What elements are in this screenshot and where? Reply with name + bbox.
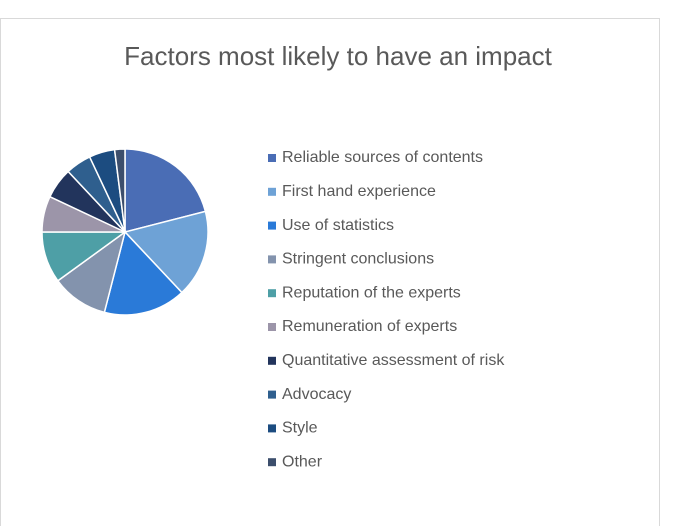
legend-label: Reputation of the experts	[282, 284, 461, 301]
legend-label: Remuneration of experts	[282, 318, 457, 335]
legend-label: Advocacy	[282, 386, 351, 403]
legend-label: Quantitative assessment of risk	[282, 352, 505, 369]
legend-label: First hand experience	[282, 183, 436, 200]
chart-title: Factors most likely to have an impact	[124, 41, 552, 71]
pie-slice	[103, 230, 183, 316]
legend-marker	[268, 356, 276, 365]
legend-marker	[268, 323, 276, 331]
legend-marker	[268, 458, 276, 467]
legend-label: Reliable sources of contents	[282, 149, 483, 166]
legend-marker	[268, 221, 276, 230]
legend-label: Use of statistics	[282, 217, 394, 234]
legend-label: Other	[282, 453, 323, 470]
legend-marker	[268, 289, 276, 298]
legend-marker	[268, 424, 276, 433]
pie-slice	[123, 210, 209, 294]
legend-marker	[268, 154, 276, 162]
legend-marker	[268, 255, 276, 264]
legend-marker	[268, 390, 276, 399]
pie-slice	[113, 148, 126, 233]
legend-marker	[268, 187, 276, 196]
legend-label: Stringent conclusions	[282, 251, 434, 268]
pie-slice	[124, 148, 207, 233]
legend-label: Style	[282, 420, 318, 437]
